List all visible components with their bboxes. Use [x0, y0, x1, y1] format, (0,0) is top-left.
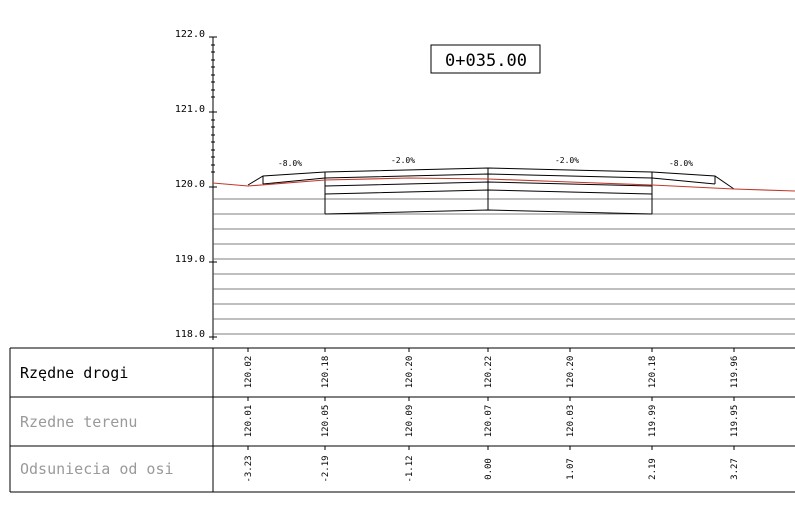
elevation-axis-ticks: [209, 36, 217, 338]
ground-hatch-lines: [213, 198, 795, 335]
elevation-label-118: 118.0: [175, 329, 205, 340]
table-row-title-terrain-levels: Rzedne terenu: [20, 413, 137, 431]
station-box: [430, 44, 541, 74]
terrain-level-value: 120.09: [405, 405, 415, 438]
terrain-level-value: 119.99: [648, 405, 658, 438]
road-level-value: 120.20: [566, 356, 576, 389]
slope-label-right-lane: -2.0%: [555, 156, 579, 165]
slope-label-left-verge: -8.0%: [278, 159, 302, 168]
axis-offset-value: -2.19: [321, 455, 331, 482]
elevation-label-122: 122.0: [175, 29, 205, 40]
axis-offset-value: -1.12: [405, 455, 415, 482]
road-level-value: 120.22: [484, 356, 494, 389]
data-table-grid: [9, 347, 795, 493]
road-level-value: 120.20: [405, 356, 415, 389]
slope-label-right-verge: -8.0%: [669, 159, 693, 168]
terrain-level-value: 120.05: [321, 405, 331, 438]
terrain-line: [212, 177, 795, 192]
terrain-level-value: 119.95: [730, 405, 740, 438]
elevation-label-121: 121.0: [175, 104, 205, 115]
road-level-value: 120.18: [321, 356, 331, 389]
station-label: 0+035.00: [445, 51, 527, 71]
axis-offset-value: 2.19: [648, 458, 658, 480]
road-level-value: 120.18: [648, 356, 658, 389]
axis-offset-value: 0.00: [484, 458, 494, 480]
terrain-level-value: 120.03: [566, 405, 576, 438]
terrain-level-value: 120.01: [244, 405, 254, 438]
table-row-title-axis-offsets: Odsuniecia od osi: [20, 460, 174, 478]
axis-offset-value: 3.27: [730, 458, 740, 480]
slope-label-left-lane: -2.0%: [391, 156, 415, 165]
terrain-level-value: 120.07: [484, 405, 494, 438]
table-row-title-road-levels: Rzędne drogi: [20, 364, 128, 382]
elevation-label-119: 119.0: [175, 254, 205, 265]
road-structure: [247, 167, 735, 215]
road-level-value: 119.96: [730, 356, 740, 389]
elevation-label-120: 120.0: [175, 179, 205, 190]
road-level-value: 120.02: [244, 356, 254, 389]
axis-offset-value: 1.07: [566, 458, 576, 480]
table-values: 120.02 120.18 120.20 120.22 120.20 120.18 119.…: [244, 348, 740, 483]
axis-offset-value: -3.23: [244, 455, 254, 482]
